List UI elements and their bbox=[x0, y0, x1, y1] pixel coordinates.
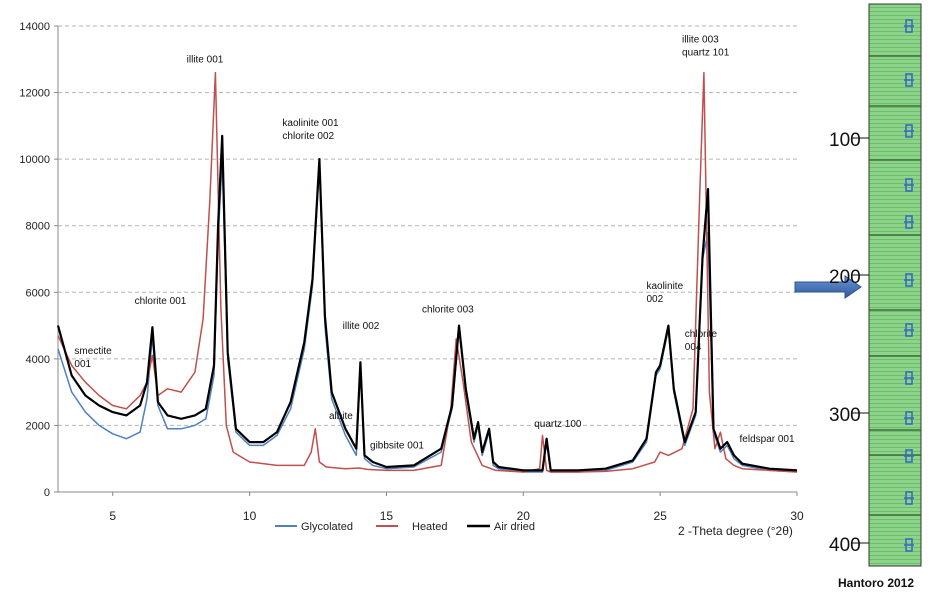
peak-annotation: chlorite 002 bbox=[282, 131, 334, 142]
sample-marker-icon bbox=[904, 411, 914, 425]
peak-annotation: quartz 100 bbox=[534, 419, 582, 430]
series-line-heated bbox=[57, 71, 798, 473]
depth-label-100: 100 bbox=[829, 130, 861, 151]
sample-marker-icon bbox=[904, 491, 914, 505]
peak-annotation: chlorite 001 bbox=[135, 296, 187, 307]
peak-annotation: 004 bbox=[685, 342, 702, 353]
y-tick-label: 14000 bbox=[19, 21, 50, 33]
sample-marker-icon bbox=[904, 538, 914, 552]
peak-annotation: chlorite 003 bbox=[422, 304, 474, 315]
depth-label-200: 200 bbox=[829, 267, 861, 288]
peak-annotation: illite 002 bbox=[343, 321, 380, 332]
x-tick-label: 25 bbox=[653, 509, 667, 523]
depth-label-400: 400 bbox=[829, 535, 861, 556]
sample-marker-icon bbox=[904, 19, 914, 33]
peak-annotation: kaolinite bbox=[646, 281, 683, 292]
sample-marker-icon bbox=[904, 73, 914, 87]
legend-label-glycolated: Glycolated bbox=[301, 521, 353, 533]
core-divisions bbox=[869, 55, 921, 516]
peak-annotation: quartz 101 bbox=[682, 48, 730, 59]
y-tick-label: 10000 bbox=[19, 154, 50, 166]
y-tick-label: 0 bbox=[44, 487, 50, 499]
peak-annotation: 001 bbox=[74, 359, 91, 370]
x-tick-label: 30 bbox=[790, 509, 804, 523]
x-tick-label: 5 bbox=[109, 509, 116, 523]
series-line-air-dried bbox=[56, 134, 798, 472]
sample-marker-icon bbox=[904, 124, 914, 138]
series-lines bbox=[56, 71, 798, 473]
peak-annotation: illite 001 bbox=[187, 55, 224, 66]
x-tick-label: 20 bbox=[517, 509, 531, 523]
legend: Glycolated Heated Air dried bbox=[275, 521, 535, 533]
y-tick-label: 2000 bbox=[26, 420, 50, 432]
depth-ticks bbox=[852, 137, 869, 544]
y-tick-label: 12000 bbox=[19, 88, 50, 100]
y-tick-label: 8000 bbox=[26, 221, 50, 233]
x-axis-label: 2 -Theta degree (°2θ) bbox=[678, 524, 793, 538]
sample-markers bbox=[904, 19, 914, 552]
depth-column: 100 200 300 400 Hantoro 2012 bbox=[829, 3, 922, 590]
peak-annotation: 002 bbox=[646, 294, 663, 305]
sample-marker-icon bbox=[904, 178, 914, 192]
x-tick-label: 10 bbox=[243, 509, 257, 523]
sample-marker-icon bbox=[904, 449, 914, 463]
x-axis-ticks: 5 10 15 20 25 30 bbox=[109, 492, 804, 523]
chart: 0 2000 4000 6000 8000 10000 12000 14000 5 10 15 20… bbox=[19, 21, 804, 538]
peak-annotation: kaolinite 001 bbox=[282, 118, 339, 129]
legend-label-heated: Heated bbox=[412, 521, 447, 533]
sample-marker-icon bbox=[904, 371, 914, 385]
sample-marker-icon bbox=[904, 273, 914, 287]
peak-annotation: gibbsite 001 bbox=[370, 441, 424, 452]
sample-marker-icon bbox=[904, 323, 914, 337]
y-axis-ticks: 0 2000 4000 6000 8000 10000 12000 14000 bbox=[19, 21, 58, 499]
credit-text: Hantoro 2012 bbox=[838, 576, 914, 590]
peak-annotation: illite 003 bbox=[682, 35, 719, 46]
peak-annotation: albite bbox=[329, 411, 353, 422]
x-tick-label: 15 bbox=[380, 509, 394, 523]
series-line-glycolated bbox=[57, 158, 798, 473]
core-strip bbox=[868, 3, 922, 567]
peak-annotation: chlorite bbox=[685, 329, 718, 340]
y-tick-label: 6000 bbox=[26, 287, 50, 299]
depth-label-300: 300 bbox=[829, 405, 861, 426]
peak-annotations: smectite 001 chlorite 001 illite 001 kaolini… bbox=[74, 35, 795, 452]
sample-marker-icon bbox=[904, 215, 914, 229]
legend-label-air-dried: Air dried bbox=[494, 521, 535, 533]
peak-annotation: smectite bbox=[74, 346, 112, 357]
gridlines bbox=[58, 25, 797, 426]
peak-annotation: feldspar 001 bbox=[740, 434, 795, 445]
y-tick-label: 4000 bbox=[26, 354, 50, 366]
arrow-icon bbox=[794, 275, 862, 299]
